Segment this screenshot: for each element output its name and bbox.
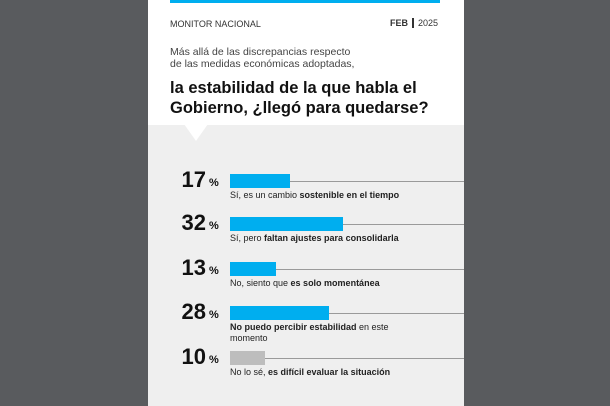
notch [184,124,208,141]
title-line: la estabilidad de la que habla el [170,79,417,97]
unit-label: % [209,354,219,366]
chart-area [148,125,464,406]
unit-label: % [209,220,219,232]
label-part: en este momento [230,322,389,343]
label-part: es solo momentánea [290,278,380,288]
row-line [230,313,464,314]
label-part: No lo sé, [230,367,269,377]
category-label: No lo sé, es difícil evaluar la situació… [230,367,410,378]
value-label: 17 [181,167,206,192]
panel: MONITOR NACIONAL FEB 2025 Más allá de las… [148,0,464,406]
title-line: Gobierno, ¿llegó para quedarse? [170,99,429,117]
bar [230,351,266,365]
bar [230,306,329,320]
row-line [230,224,464,225]
label-part: Sí, pero [230,233,265,243]
value-label: 13 [181,255,206,280]
value-label: 10 [181,344,206,369]
label-part: sostenible en el tiempo [299,190,400,200]
row-line [230,358,464,359]
category-label: No puedo percibir estabilidad en este mo… [230,322,410,344]
category-label: Sí, es un cambio sostenible en el tiempo [230,190,410,201]
category-label: Sí, pero faltan ajustes para consolidarl… [230,233,410,244]
row-line [230,269,464,270]
row-line [230,181,464,182]
label-part: es difícil evaluar la situación [268,367,391,377]
bar [230,262,276,276]
category-label: No, siento que es solo momentánea [230,278,410,289]
unit-label: % [209,177,219,189]
bar [230,174,290,188]
label-part: No, siento que [230,278,291,288]
top-rule [170,0,440,3]
label-part: faltan ajustes para consolidarla [264,233,399,243]
date: FEB 2025 [390,18,438,28]
value-label: 32 [181,210,206,235]
value-label: 28 [181,299,206,324]
subtitle: Más allá de las discrepancias respecto de… [170,46,354,70]
month: FEB [389,18,408,28]
year: 2025 [417,18,438,28]
label-part: No puedo percibir estabilidad [230,322,357,332]
section: MONITOR NACIONAL [170,19,261,29]
title: la estabilidad de la que habla el Gobiern… [170,78,429,118]
unit-label: % [209,309,219,321]
subtitle-line: de las medidas económicas adoptadas, [170,58,355,70]
unit-label: % [209,265,219,277]
subtitle-line: Más allá de las discrepancias respecto [170,46,351,58]
bar [230,217,343,231]
label-part: Sí, es un cambio [230,190,300,200]
